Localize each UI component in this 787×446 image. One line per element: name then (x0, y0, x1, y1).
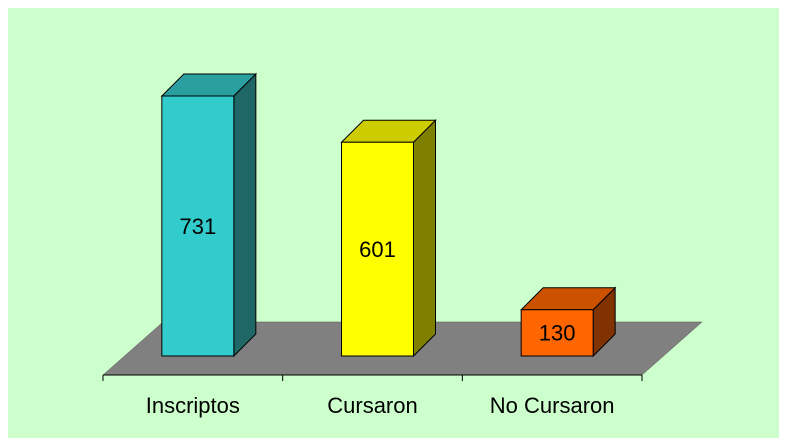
bar (520, 309, 594, 357)
data-label: 130 (539, 321, 576, 346)
x-tick-label: No Cursaron (490, 393, 615, 418)
x-tick-label: Cursaron (327, 393, 417, 418)
x-tick-label: Inscriptos (146, 393, 240, 418)
bar (341, 141, 414, 357)
bar-side (413, 119, 436, 358)
bar-side (233, 72, 257, 358)
data-label: 731 (179, 214, 216, 239)
data-label: 601 (359, 237, 396, 262)
bar (161, 95, 235, 357)
